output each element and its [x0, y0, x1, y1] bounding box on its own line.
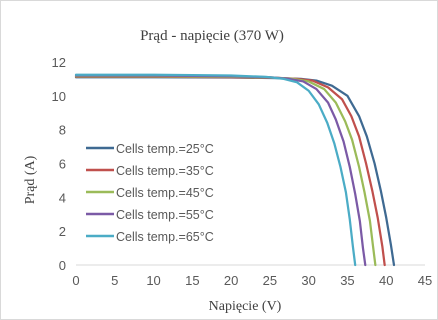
y-tick-label: 6	[59, 157, 66, 172]
x-tick-label: 15	[185, 273, 199, 288]
legend-label: Cells temp.=25°C	[116, 142, 214, 156]
legend-label: Cells temp.=35°C	[116, 164, 214, 178]
legend-label: Cells temp.=45°C	[116, 186, 214, 200]
legend-label: Cells temp.=65°C	[116, 230, 214, 244]
x-tick-label: 30	[301, 273, 315, 288]
x-tick-label: 25	[263, 273, 277, 288]
x-tick-label: 20	[224, 273, 238, 288]
y-axis-label: Prąd (A)	[23, 155, 38, 204]
x-tick-label: 10	[146, 273, 160, 288]
x-tick-label: 40	[379, 273, 393, 288]
y-tick-label: 0	[59, 258, 66, 273]
x-tick-label: 0	[72, 273, 79, 288]
x-tick-label: 35	[340, 273, 354, 288]
axes: 0 5 10 15 20 25 30 35 40 45 0 2 4 6 8 10 12	[52, 55, 433, 288]
y-tick-label: 4	[59, 190, 66, 205]
legend-label: Cells temp.=55°C	[116, 208, 214, 222]
series-line-5	[74, 73, 357, 267]
y-tick-label: 8	[59, 123, 66, 138]
y-tick-label: 12	[52, 55, 66, 70]
series-lines	[74, 73, 396, 267]
x-axis-label: Napięcie (V)	[209, 299, 282, 314]
x-tick-label: 45	[418, 273, 432, 288]
legend: Cells temp.=25°C Cells temp.=35°C Cells te…	[86, 142, 214, 244]
y-tick-label: 2	[59, 224, 66, 239]
chart-title: Prąd - napięcie (370 W)	[140, 28, 284, 44]
y-tick-label: 10	[52, 89, 66, 104]
x-tick-label: 5	[111, 273, 118, 288]
